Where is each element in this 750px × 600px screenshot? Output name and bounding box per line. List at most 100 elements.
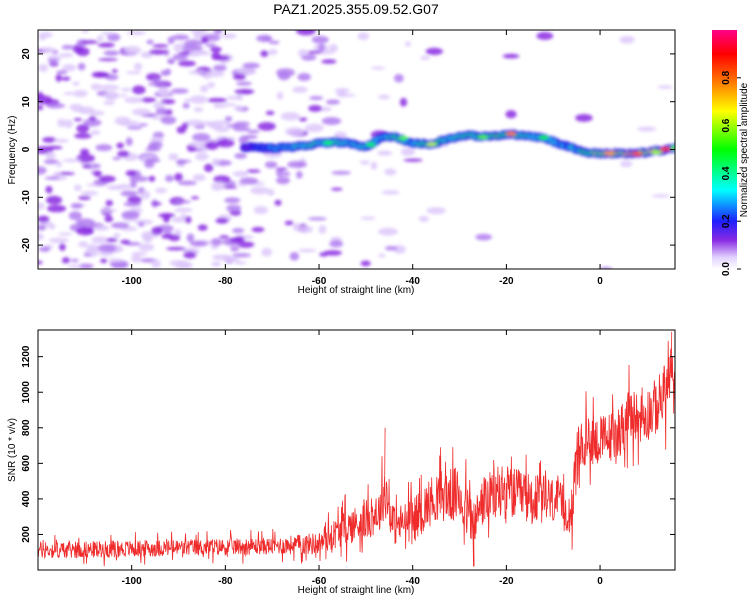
noise-blob bbox=[384, 168, 397, 176]
colorbar-tick-label: 0.2 bbox=[721, 214, 732, 228]
noise-blobs bbox=[38, 30, 673, 269]
noise-blob bbox=[182, 102, 190, 109]
ridge-hotspot bbox=[477, 135, 488, 139]
noise-blob bbox=[76, 47, 90, 57]
noise-blob bbox=[45, 151, 56, 160]
ridge-hotspot bbox=[365, 142, 376, 147]
x-tick-label: -40 bbox=[405, 576, 420, 587]
noise-blob bbox=[212, 64, 227, 72]
noise-blob bbox=[151, 202, 162, 206]
noise-blob bbox=[360, 260, 371, 267]
noise-blob bbox=[148, 49, 167, 55]
noise-blob bbox=[76, 124, 90, 133]
noise-blob bbox=[38, 91, 44, 100]
noise-blob bbox=[274, 199, 282, 206]
spectrogram-heatmap bbox=[38, 30, 675, 269]
noise-blob bbox=[147, 82, 167, 86]
noise-blob bbox=[188, 70, 206, 75]
noise-blob bbox=[226, 256, 240, 263]
y-tick-label: 0 bbox=[21, 146, 32, 152]
noise-blob bbox=[174, 173, 183, 182]
noise-blob bbox=[292, 86, 308, 93]
noise-blob bbox=[73, 117, 83, 122]
noise-blob bbox=[101, 31, 114, 36]
noise-blob bbox=[384, 246, 398, 251]
noise-blob bbox=[400, 147, 416, 157]
noise-blob bbox=[140, 190, 151, 200]
noise-blob bbox=[42, 136, 57, 143]
noise-blob bbox=[257, 122, 276, 131]
noise-blob bbox=[160, 115, 177, 125]
noise-blob bbox=[287, 160, 308, 169]
noise-blob bbox=[161, 234, 173, 239]
noise-blob bbox=[146, 39, 154, 45]
noise-blob bbox=[190, 30, 209, 35]
noise-blob bbox=[186, 233, 195, 243]
noise-blob bbox=[45, 185, 53, 194]
noise-blob bbox=[318, 224, 327, 234]
y-tick-label: 20 bbox=[21, 48, 32, 60]
noise-blob bbox=[331, 170, 351, 175]
noise-blob bbox=[203, 163, 214, 173]
noise-blob bbox=[177, 60, 196, 67]
noise-blob bbox=[99, 208, 118, 213]
noise-blob bbox=[246, 169, 261, 173]
noise-blob bbox=[152, 131, 165, 139]
noise-blob bbox=[403, 158, 423, 162]
noise-blob bbox=[107, 33, 121, 42]
noise-blob bbox=[329, 240, 344, 248]
noise-blob bbox=[359, 160, 370, 165]
noise-blob bbox=[59, 52, 74, 58]
noise-blob bbox=[323, 250, 343, 256]
noise-blob bbox=[91, 71, 107, 78]
noise-blob bbox=[167, 36, 175, 45]
noise-blob bbox=[536, 31, 554, 40]
noise-blob bbox=[82, 164, 92, 169]
noise-blob bbox=[381, 190, 400, 195]
noise-blob bbox=[38, 64, 49, 72]
noise-blob bbox=[232, 170, 249, 177]
x-tick-label: -60 bbox=[312, 576, 327, 587]
snr-series-line bbox=[38, 331, 675, 567]
noise-blob bbox=[79, 263, 94, 269]
noise-blob bbox=[76, 226, 94, 236]
noise-blob bbox=[56, 70, 68, 75]
noise-blob bbox=[233, 105, 244, 111]
noise-blob bbox=[94, 225, 110, 231]
x-tick-label: -80 bbox=[218, 276, 233, 287]
noise-blob bbox=[321, 117, 342, 125]
noise-blob bbox=[242, 62, 260, 69]
noise-blob bbox=[223, 185, 238, 189]
noise-blob bbox=[57, 232, 73, 236]
noise-blob bbox=[112, 156, 121, 161]
noise-blob bbox=[177, 180, 197, 186]
noise-blob bbox=[62, 158, 82, 163]
noise-blob bbox=[110, 222, 130, 229]
y-tick-label: 1200 bbox=[21, 345, 32, 368]
noise-blob bbox=[46, 145, 63, 150]
noise-blob bbox=[155, 107, 168, 116]
noise-blob bbox=[96, 35, 104, 42]
noise-blob bbox=[284, 127, 305, 136]
noise-blob bbox=[131, 251, 148, 256]
noise-blob bbox=[126, 126, 143, 130]
noise-blob bbox=[100, 258, 108, 264]
chart-title: PAZ1.2025.355.09.52.G07 bbox=[273, 1, 439, 17]
noise-blob bbox=[125, 170, 137, 177]
noise-blob bbox=[213, 175, 231, 184]
noise-blob bbox=[651, 194, 670, 198]
noise-blob bbox=[57, 118, 66, 128]
noise-blob bbox=[83, 253, 92, 257]
noise-blob bbox=[171, 88, 189, 94]
noise-blob bbox=[214, 55, 230, 61]
ridge-hotspot bbox=[426, 142, 437, 147]
noise-blob bbox=[172, 34, 190, 40]
noise-blob bbox=[377, 227, 398, 236]
noise-blob bbox=[105, 237, 118, 243]
noise-blob bbox=[261, 247, 272, 257]
noise-blob bbox=[205, 43, 217, 48]
noise-blob bbox=[162, 213, 171, 223]
noise-blob bbox=[89, 115, 97, 121]
noise-blob bbox=[78, 241, 89, 248]
noise-blob bbox=[117, 150, 130, 158]
